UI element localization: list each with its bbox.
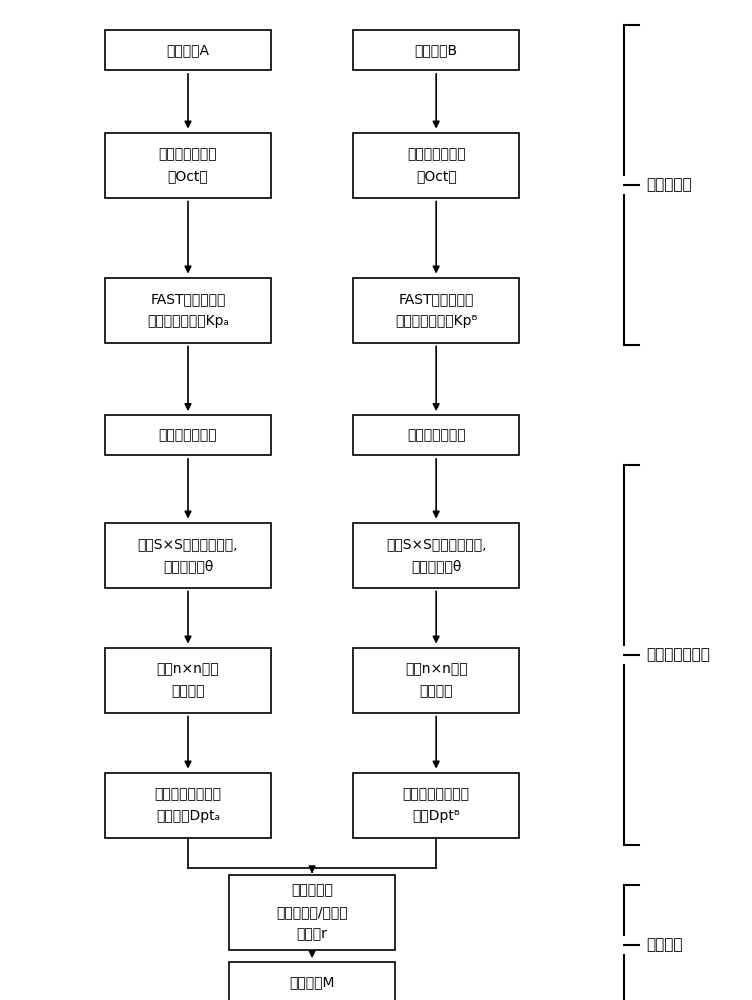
Text: FAST特征点检测: FAST特征点检测 xyxy=(150,292,226,306)
FancyBboxPatch shape xyxy=(353,133,519,198)
FancyBboxPatch shape xyxy=(105,133,271,198)
FancyBboxPatch shape xyxy=(353,278,519,342)
Text: 匹配集合M: 匹配集合M xyxy=(290,975,335,989)
Text: 旋转角度为θ: 旋转角度为θ xyxy=(163,559,213,573)
Text: 旋转S×S特征采样区域,: 旋转S×S特征采样区域, xyxy=(386,537,487,551)
FancyBboxPatch shape xyxy=(353,772,519,838)
Text: 特征匹配，: 特征匹配， xyxy=(291,883,333,897)
Text: 划分n×n单元: 划分n×n单元 xyxy=(156,662,220,676)
FancyBboxPatch shape xyxy=(105,30,271,70)
FancyBboxPatch shape xyxy=(229,962,395,1000)
Text: 计算梯度: 计算梯度 xyxy=(171,684,205,698)
Text: 生成二值化特征描: 生成二值化特征描 xyxy=(402,787,470,801)
Text: 旋转S×S特征采样区域,: 旋转S×S特征采样区域, xyxy=(138,537,238,551)
FancyBboxPatch shape xyxy=(353,648,519,712)
FancyBboxPatch shape xyxy=(353,30,519,70)
FancyBboxPatch shape xyxy=(105,415,271,455)
FancyBboxPatch shape xyxy=(353,522,519,587)
Text: 共Oct层: 共Oct层 xyxy=(168,169,208,183)
Text: 生成特征点集合Kpᴮ: 生成特征点集合Kpᴮ xyxy=(395,314,478,328)
Text: 计算梯度: 计算梯度 xyxy=(420,684,453,698)
FancyBboxPatch shape xyxy=(105,648,271,712)
Text: 划分n×n单元: 划分n×n单元 xyxy=(405,662,468,676)
Text: 生成特征点集合Kpₐ: 生成特征点集合Kpₐ xyxy=(147,314,229,328)
FancyBboxPatch shape xyxy=(229,874,395,950)
Text: 旋转角度为θ: 旋转角度为θ xyxy=(411,559,461,573)
FancyBboxPatch shape xyxy=(105,772,271,838)
FancyBboxPatch shape xyxy=(105,522,271,587)
Text: 次最小距离/最小距: 次最小距离/最小距 xyxy=(276,905,348,919)
Text: 特征点检测: 特征点检测 xyxy=(647,178,693,192)
FancyBboxPatch shape xyxy=(353,415,519,455)
Text: 特征匹配: 特征匹配 xyxy=(647,938,684,952)
Text: 特征描述符计算: 特征描述符计算 xyxy=(647,648,711,662)
Text: 述符集合Dptₐ: 述符集合Dptₐ xyxy=(156,809,220,823)
Text: FAST特征点检测: FAST特征点检测 xyxy=(399,292,474,306)
Text: 建立图像金字塔: 建立图像金字塔 xyxy=(407,147,465,161)
Text: 述符Dptᴮ: 述符Dptᴮ xyxy=(412,809,460,823)
Text: 场景图像B: 场景图像B xyxy=(414,43,458,57)
Text: 建立图像金字塔: 建立图像金字塔 xyxy=(159,147,217,161)
Text: 计算特征点方向: 计算特征点方向 xyxy=(407,428,465,442)
Text: 离小于r: 离小于r xyxy=(296,927,328,941)
FancyBboxPatch shape xyxy=(105,278,271,342)
Text: 共Oct层: 共Oct层 xyxy=(416,169,456,183)
Text: 生成二值化特征描: 生成二值化特征描 xyxy=(154,787,222,801)
Text: 计算特征点方向: 计算特征点方向 xyxy=(159,428,217,442)
Text: 场景图像A: 场景图像A xyxy=(166,43,210,57)
